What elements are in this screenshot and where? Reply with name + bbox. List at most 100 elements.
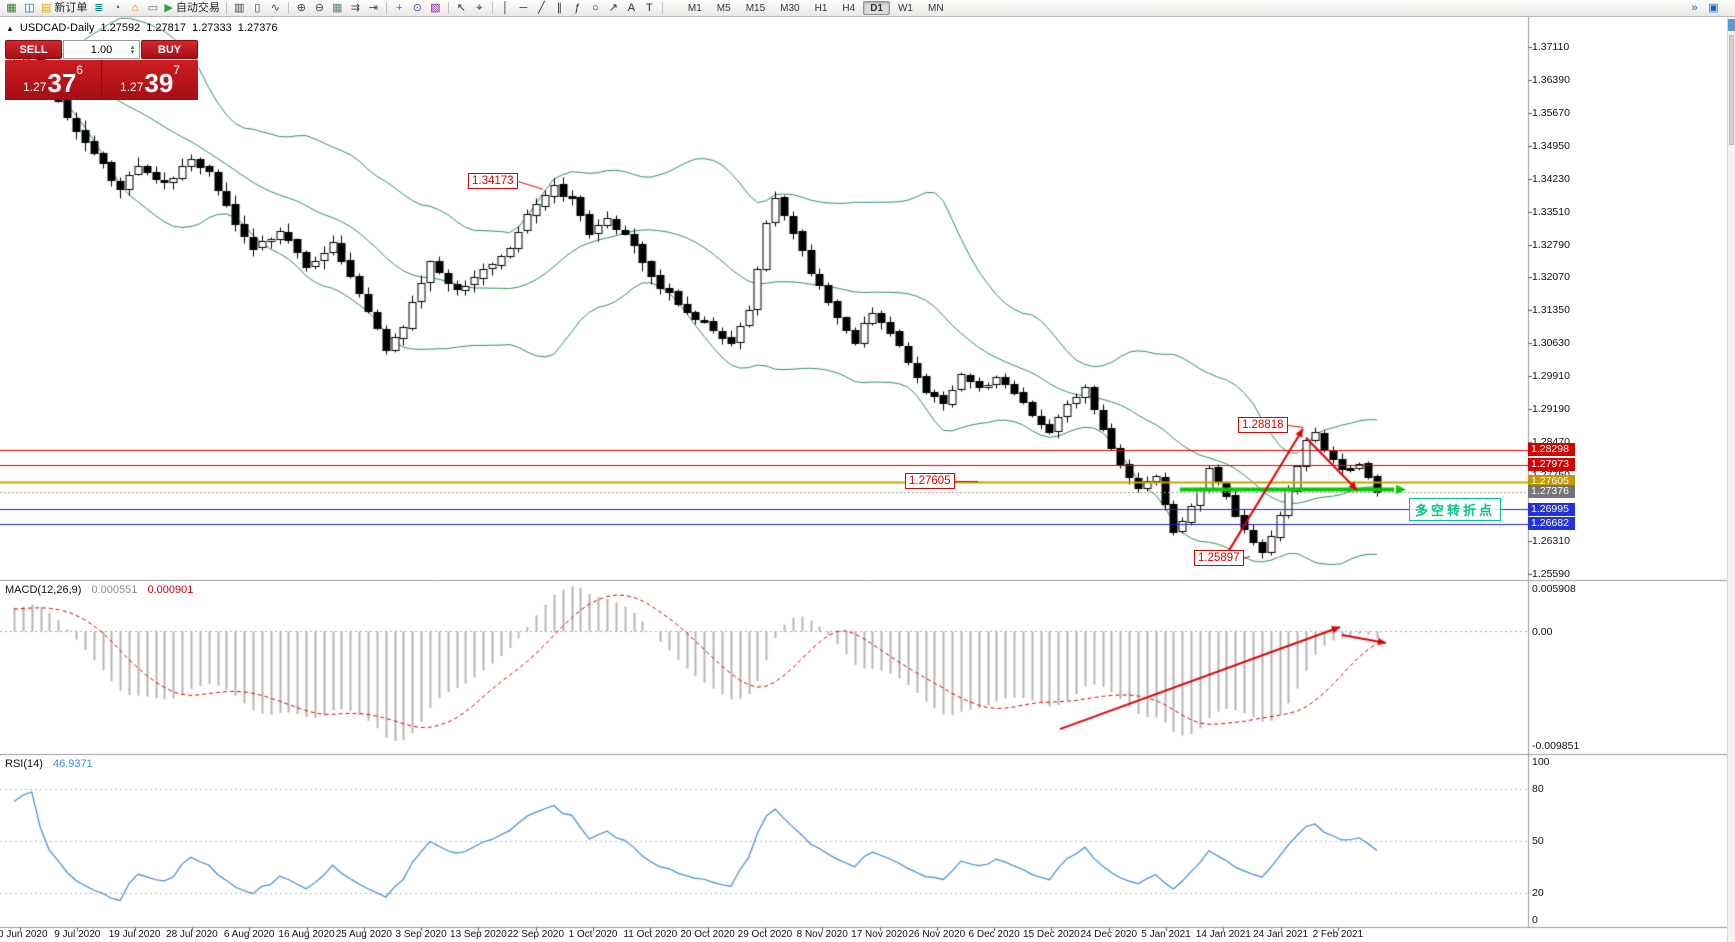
- pivot-annotation[interactable]: 多空转折点: [1409, 498, 1502, 522]
- equidistant-channel-button[interactable]: ∥: [551, 1, 568, 16]
- terminal-icon: ▭: [147, 1, 159, 14]
- horizontal-line-icon: ─: [519, 1, 528, 14]
- sell-button[interactable]: SELL: [5, 40, 62, 59]
- indicators-icon: +: [396, 1, 403, 14]
- text-label-button[interactable]: T: [641, 1, 658, 16]
- zoom-out-icon: ⊖: [314, 1, 324, 14]
- timeframe-d1[interactable]: D1: [863, 1, 890, 15]
- sell-price-sup: 6: [76, 63, 83, 77]
- rsi-value: 46.9371: [52, 758, 93, 770]
- data-window-button[interactable]: ◔: [108, 1, 125, 16]
- zoom-in-button[interactable]: ⊕: [293, 1, 310, 16]
- vertical-line-icon: │: [501, 1, 509, 14]
- scroll-thumb[interactable]: [1729, 35, 1734, 145]
- buy-button[interactable]: BUY: [141, 40, 198, 59]
- scroll-up-button[interactable]: [1728, 19, 1735, 31]
- macd-label-row: MACD(12,26,9) 0.000551 0.000901: [5, 584, 193, 596]
- volume-input[interactable]: 1.00 ▴ ▾: [63, 40, 140, 59]
- price-callout[interactable]: 1.27605: [905, 472, 955, 489]
- timeframe-group: M1 M5 M15 M30 H1 H4 D1 W1 MN: [681, 1, 951, 15]
- timeframe-m15[interactable]: M15: [745, 2, 766, 14]
- tile-windows-button[interactable]: ▦: [329, 1, 346, 16]
- text-button[interactable]: A: [623, 1, 640, 16]
- rsi-label: RSI(14): [5, 758, 43, 770]
- timeframe-h4[interactable]: H4: [842, 2, 856, 14]
- volume-spin-up-icon[interactable]: ▴: [130, 43, 135, 51]
- toolbar-separator: [661, 2, 663, 14]
- timeframe-h1[interactable]: H1: [814, 2, 828, 14]
- macd-label: MACD(12,26,9): [5, 584, 82, 596]
- navigator-button[interactable]: ⌂: [126, 1, 143, 16]
- templates-icon: ▧: [430, 1, 441, 14]
- macd-axis-zero: 0.00: [1532, 625, 1553, 638]
- templates-button[interactable]: ▧: [427, 1, 444, 16]
- timeframe-m5[interactable]: M5: [716, 2, 731, 14]
- terminal-button[interactable]: ▭: [144, 1, 161, 16]
- ohlc-close: 1.27376: [237, 22, 278, 34]
- trendline-button[interactable]: ╱: [533, 1, 550, 16]
- new-order-label: 新订单: [54, 1, 88, 14]
- data-window-icon: ◔: [113, 1, 121, 14]
- zoom-out-button[interactable]: ⊖: [311, 1, 328, 16]
- collapse-one-click-icon[interactable]: ▲: [6, 23, 14, 33]
- price-callout[interactable]: 1.28818: [1238, 417, 1288, 434]
- price-callout[interactable]: 1.25897: [1194, 550, 1244, 567]
- candle-chart-mode-button[interactable]: ▯: [249, 1, 266, 16]
- chart-profiles-button[interactable]: ◫: [21, 1, 38, 16]
- new-order-button[interactable]: ▤ 新订单: [39, 1, 89, 16]
- macd-axis-min: -0.009851: [1532, 740, 1580, 752]
- toolbar-separator: [385, 2, 387, 14]
- timeframe-mn[interactable]: MN: [927, 2, 944, 14]
- buy-price-int: 1.27: [120, 80, 144, 94]
- new-chart-button[interactable]: ▦: [3, 1, 20, 16]
- autotrading-button[interactable]: ▶ 自动交易: [162, 1, 221, 16]
- new-chart-icon: ▦: [6, 1, 17, 14]
- crosshair-button[interactable]: ⌖: [471, 1, 488, 16]
- shapes-icon: ○: [592, 1, 599, 14]
- toolbar-overflow-icon[interactable]: »: [1691, 1, 1698, 14]
- fibonacci-button[interactable]: ƒ: [569, 1, 586, 16]
- timeframe-m1[interactable]: M1: [687, 2, 702, 14]
- volume-spinner[interactable]: ▴ ▾: [127, 41, 138, 58]
- vertical-line-button[interactable]: │: [497, 1, 514, 16]
- trendline-icon: ╱: [538, 1, 545, 14]
- zoom-in-icon: ⊕: [296, 1, 306, 14]
- symbol-title: USDCAD-Daily: [19, 22, 95, 34]
- auto-scroll-button[interactable]: ⇉: [347, 1, 364, 16]
- cursor-button[interactable]: ↖: [453, 1, 470, 16]
- buy-price-sup: 7: [173, 63, 180, 77]
- chart-shift-icon: ⇥: [368, 1, 378, 14]
- text-icon: A: [627, 1, 636, 14]
- auto-scroll-icon: ⇉: [350, 1, 360, 14]
- line-chart-mode-button[interactable]: ∿: [267, 1, 284, 16]
- chart-profiles-icon: ◫: [24, 1, 35, 14]
- ohlc-open: 1.27592: [100, 22, 141, 34]
- toolbar-separator: [491, 2, 493, 14]
- price-callout[interactable]: 1.34173: [468, 173, 518, 190]
- shapes-button[interactable]: ○: [587, 1, 604, 16]
- market-watch-button[interactable]: ≣: [90, 1, 107, 16]
- chart-shift-button[interactable]: ⇥: [365, 1, 382, 16]
- fibonacci-icon: ƒ: [574, 1, 581, 14]
- chart-window-icon[interactable]: ▣: [1708, 1, 1719, 14]
- sell-price-int: 1.27: [23, 80, 47, 94]
- candle-chart-mode-icon: ▯: [254, 1, 261, 14]
- toolbar-separator: [447, 2, 449, 14]
- periods-button[interactable]: ⊙: [409, 1, 426, 16]
- macd-value-main: 0.000551: [91, 584, 138, 596]
- timeframe-m30[interactable]: M30: [780, 2, 800, 14]
- bar-chart-mode-button[interactable]: ▥: [231, 1, 248, 16]
- timeframe-w1[interactable]: W1: [897, 2, 913, 14]
- buy-price-big: 39: [144, 68, 174, 98]
- right-scrollbar[interactable]: [1727, 17, 1735, 942]
- arrows-tool-button[interactable]: ↗: [605, 1, 622, 16]
- sell-price[interactable]: 1.27 37 6: [5, 60, 101, 100]
- indicators-button[interactable]: +: [391, 1, 408, 16]
- toolbar: ▦ ◫ ▤ 新订单 ≣ ◔ ⌂ ▭ ▶ 自动交易 ▥ ▯ ∿ ⊕ ⊖ ▦ ⇉ ⇥ + ⊙ ▧ ↖ ⌖ │ ─ ╱ ∥ ƒ ○ ↗ A T M1 M…: [0, 0, 1735, 17]
- horizontal-line-button[interactable]: ─: [515, 1, 532, 16]
- volume-spin-down-icon[interactable]: ▾: [130, 48, 135, 56]
- volume-value: 1.00: [90, 43, 113, 56]
- buy-price[interactable]: 1.27 39 7: [102, 60, 198, 100]
